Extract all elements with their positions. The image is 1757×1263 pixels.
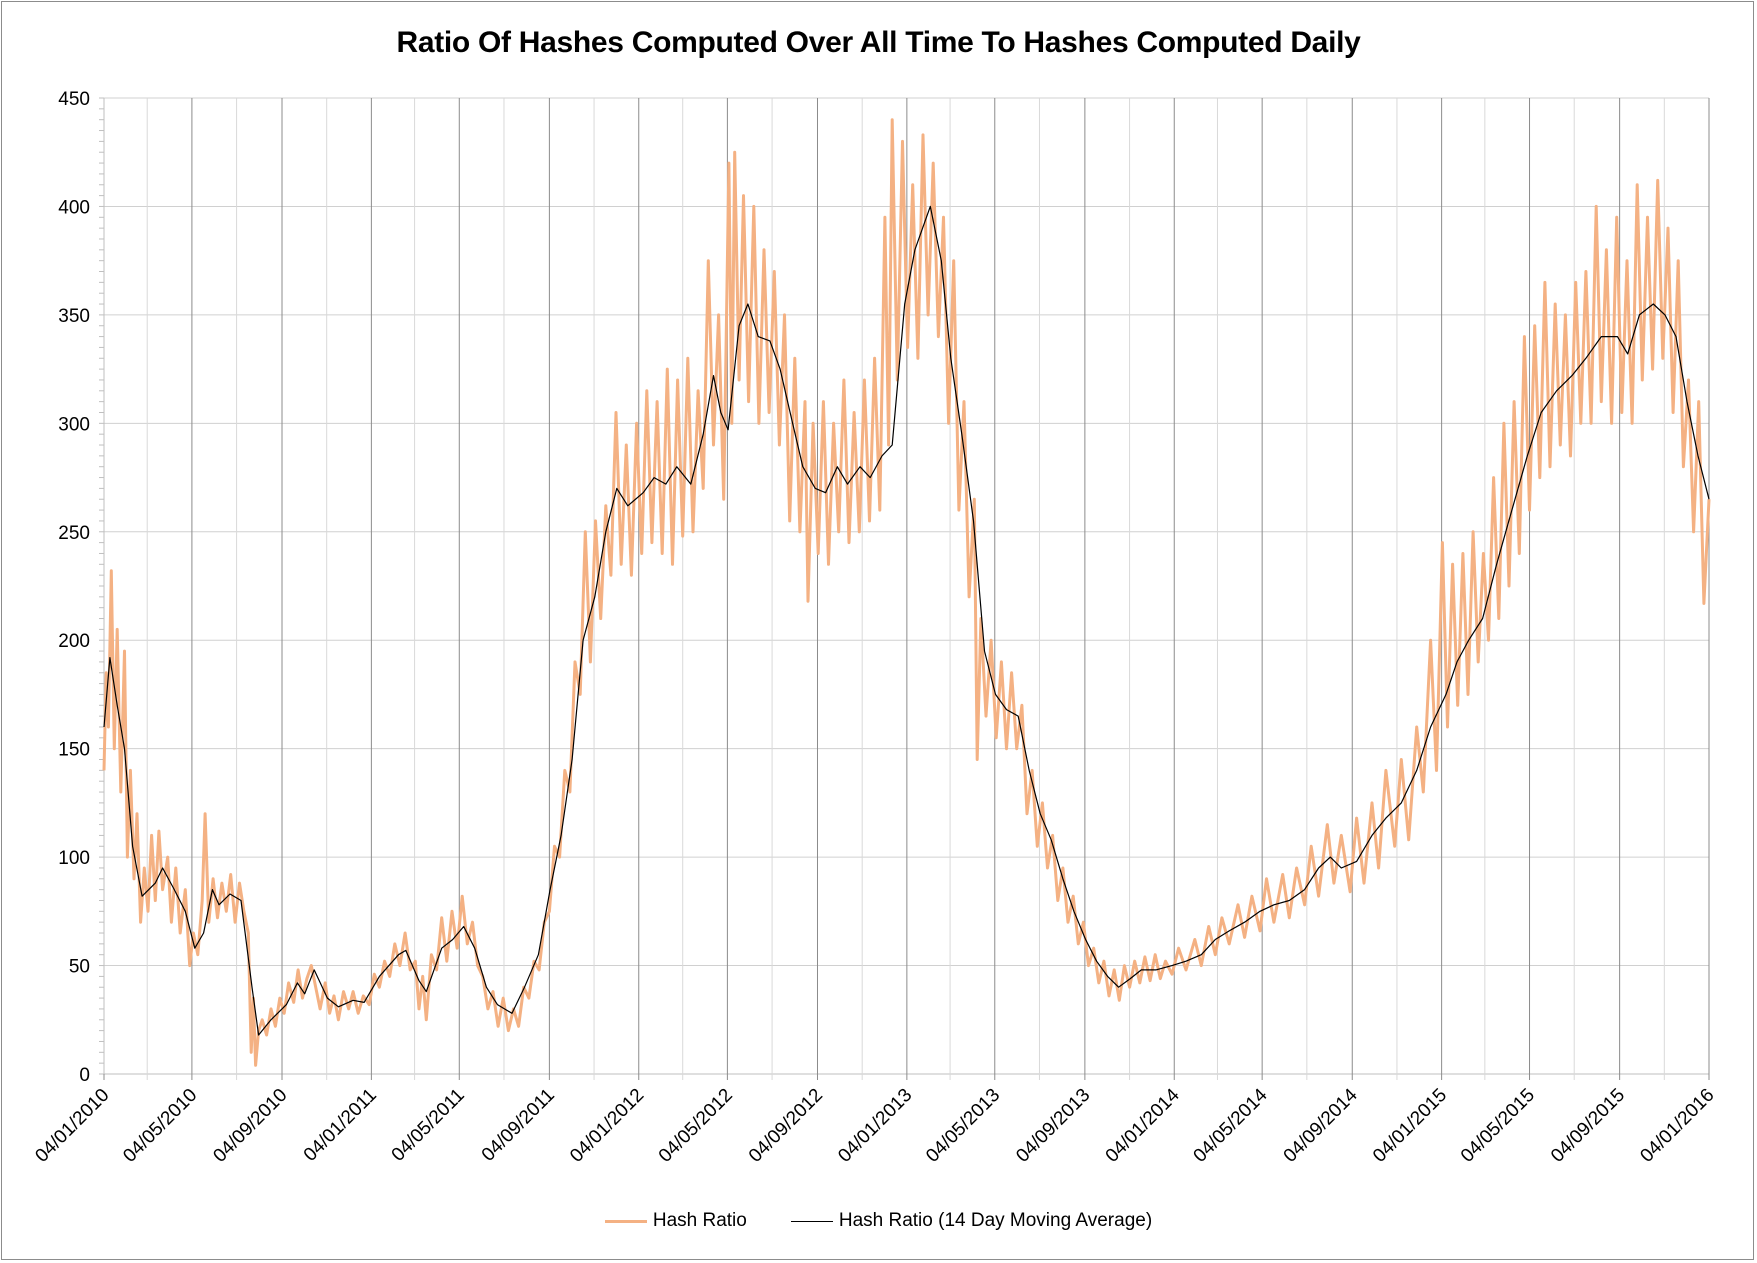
x-tick-label: 04/01/2013: [834, 1085, 916, 1167]
y-tick-label: 0: [79, 1065, 90, 1086]
y-tick-label: 300: [58, 414, 90, 435]
series-line-hash-ratio: [102, 118, 1711, 1067]
x-tick-label: 04/05/2014: [1190, 1084, 1272, 1166]
x-tick-label: 04/09/2015: [1547, 1085, 1629, 1167]
y-tick-label: 100: [58, 848, 90, 869]
x-tick-label: 04/01/2016: [1636, 1085, 1718, 1167]
x-tick-label: 04/09/2014: [1280, 1084, 1362, 1166]
y-tick-label: 350: [58, 306, 90, 327]
x-tick-label: 04/09/2010: [209, 1085, 291, 1167]
x-tick-label: 04/01/2012: [566, 1085, 648, 1167]
y-tick-label: 150: [58, 740, 90, 761]
y-tick-label: 250: [58, 523, 90, 544]
y-tick-label: 400: [58, 197, 90, 218]
x-tick-label: 04/09/2012: [745, 1085, 827, 1167]
legend-item-hash-ratio: Hash Ratio: [604, 1210, 747, 1232]
series-line-moving-average: [103, 205, 1710, 1036]
legend-label: Hash Ratio: [652, 1210, 747, 1231]
legend-swatch-moving-average: [790, 1220, 833, 1222]
legend-swatch-hash-ratio: [604, 1219, 647, 1223]
x-tick-label: 04/01/2015: [1369, 1085, 1451, 1167]
y-tick-label: 200: [58, 631, 90, 652]
x-tick-label: 04/05/2012: [655, 1085, 737, 1167]
x-tick-label: 04/05/2015: [1457, 1085, 1539, 1167]
y-tick-label: 50: [69, 957, 90, 978]
legend-item-moving-average: Hash Ratio (14 Day Moving Average): [790, 1210, 1153, 1232]
legend: Hash Ratio Hash Ratio (14 Day Moving Ave…: [0, 1210, 1757, 1232]
x-tick-label: 04/05/2013: [922, 1085, 1004, 1167]
x-tick-label: 04/05/2010: [119, 1085, 201, 1167]
x-tick-label: 04/01/2014: [1102, 1084, 1184, 1166]
x-tick-label: 04/05/2011: [388, 1085, 469, 1166]
x-tick-label: 04/01/2011: [300, 1085, 381, 1166]
x-tick-label: 04/09/2011: [478, 1085, 559, 1166]
chart-title: Ratio Of Hashes Computed Over All Time T…: [396, 26, 1361, 59]
legend-label: Hash Ratio (14 Day Moving Average): [838, 1210, 1153, 1231]
x-tick-label: 04/09/2013: [1012, 1085, 1094, 1167]
y-tick-label: 450: [58, 89, 90, 110]
x-tick-label: 04/01/2010: [31, 1085, 113, 1167]
